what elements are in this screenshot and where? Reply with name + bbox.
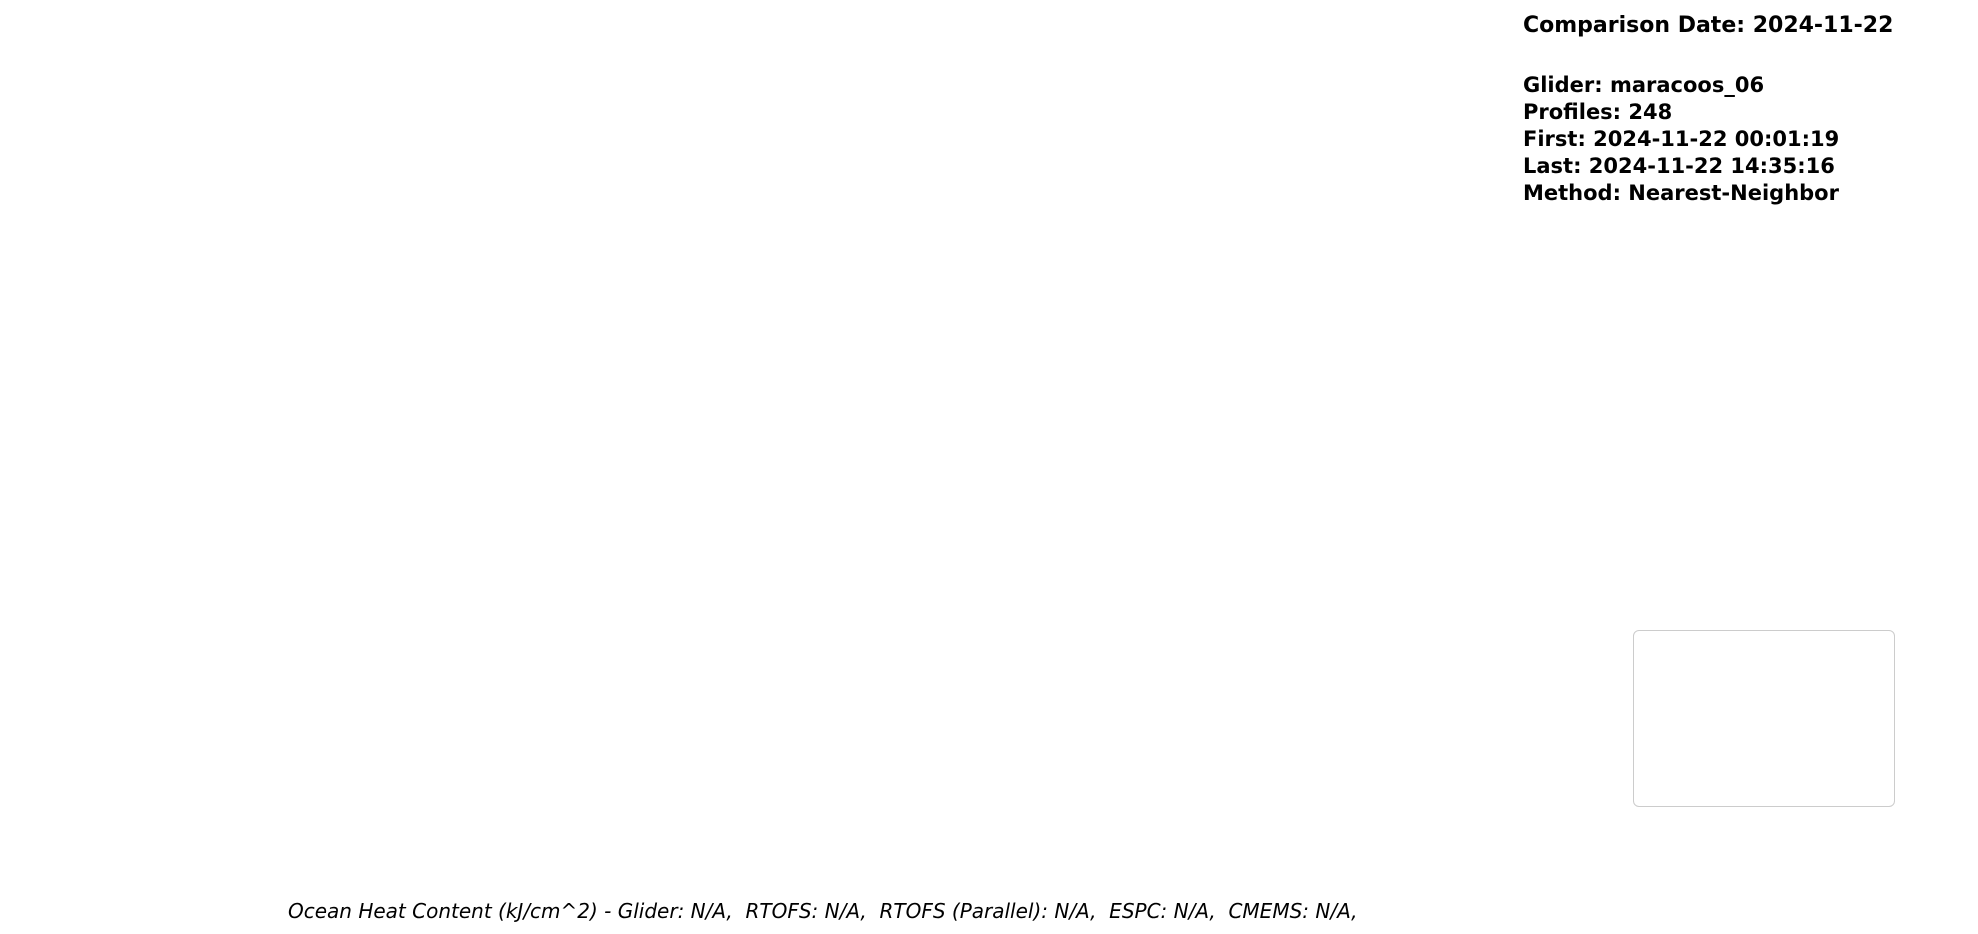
- last-profile-time-text: Last: 2024-11-22 14:35:16: [1523, 154, 1835, 178]
- first-profile-time-text: First: 2024-11-22 00:01:19: [1523, 127, 1840, 151]
- method-text: Method: Nearest-Neighbor: [1523, 181, 1839, 205]
- glider-name-text: Glider: maracoos_06: [1523, 73, 1765, 97]
- comparison-date-text: Comparison Date: 2024-11-22: [1523, 13, 1894, 38]
- profiles-count-text: Profiles: 248: [1523, 100, 1673, 124]
- ocean-heat-content-caption: Ocean Heat Content (kJ/cm^2) - Glider: N…: [288, 899, 1358, 923]
- info-panel: Comparison Date: 2024-11-22 Glider: mara…: [1523, 12, 1893, 207]
- legend: [1633, 630, 1895, 807]
